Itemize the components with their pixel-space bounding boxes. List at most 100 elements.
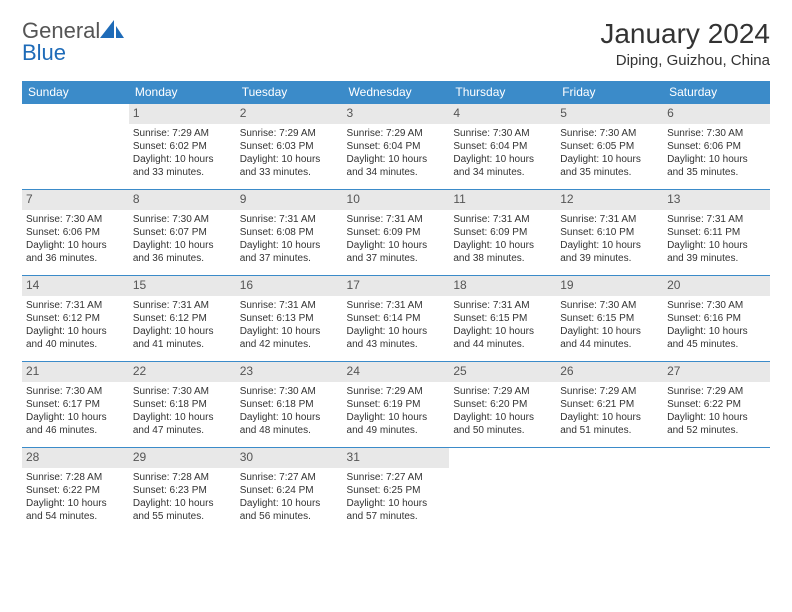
logo-text-block: General Blue [22,18,124,66]
sunset-text: Sunset: 6:02 PM [133,140,232,153]
sunrise-text: Sunrise: 7:30 AM [26,385,125,398]
weekday-header: Monday [129,81,236,104]
daylight-text: Daylight: 10 hours and 36 minutes. [133,239,232,265]
sunrise-text: Sunrise: 7:28 AM [133,471,232,484]
calendar-table: SundayMondayTuesdayWednesdayThursdayFrid… [22,81,770,534]
calendar-cell: 2Sunrise: 7:29 AMSunset: 6:03 PMDaylight… [236,104,343,190]
sunrise-text: Sunrise: 7:30 AM [133,385,232,398]
daylight-text: Daylight: 10 hours and 45 minutes. [667,325,766,351]
day-number: 27 [663,362,770,382]
calendar-cell: 30Sunrise: 7:27 AMSunset: 6:24 PMDayligh… [236,448,343,534]
day-number: 12 [556,190,663,210]
day-number [449,448,556,468]
calendar-cell: 8Sunrise: 7:30 AMSunset: 6:07 PMDaylight… [129,190,236,276]
sunset-text: Sunset: 6:17 PM [26,398,125,411]
sunrise-text: Sunrise: 7:29 AM [560,385,659,398]
logo: General Blue [22,18,124,66]
calendar-cell: 15Sunrise: 7:31 AMSunset: 6:12 PMDayligh… [129,276,236,362]
day-number: 2 [236,104,343,124]
sunrise-text: Sunrise: 7:30 AM [133,213,232,226]
day-number [556,448,663,468]
calendar-cell: 17Sunrise: 7:31 AMSunset: 6:14 PMDayligh… [343,276,450,362]
sunset-text: Sunset: 6:12 PM [26,312,125,325]
day-number: 7 [22,190,129,210]
calendar-head: SundayMondayTuesdayWednesdayThursdayFrid… [22,81,770,104]
calendar-cell [22,104,129,190]
sunrise-text: Sunrise: 7:29 AM [667,385,766,398]
day-number: 28 [22,448,129,468]
logo-sail-icon [100,20,124,38]
calendar-cell: 12 Sunrise: 7:31 AMSunset: 6:10 PMDayligh… [556,190,663,276]
calendar-cell: 6Sunrise: 7:30 AMSunset: 6:06 PMDaylight… [663,104,770,190]
sunrise-text: Sunrise: 7:31 AM [453,299,552,312]
sunrise-text: Sunrise: 7:30 AM [26,213,125,226]
weekday-header: Wednesday [343,81,450,104]
day-number: 17 [343,276,450,296]
daylight-text: Daylight: 10 hours and 36 minutes. [26,239,125,265]
sunrise-text: Sunrise: 7:29 AM [240,127,339,140]
weekday-header: Sunday [22,81,129,104]
daylight-text: Daylight: 10 hours and 40 minutes. [26,325,125,351]
daylight-text: Daylight: 10 hours and 56 minutes. [240,497,339,523]
sunset-text: Sunset: 6:03 PM [240,140,339,153]
daylight-text: Daylight: 10 hours and 49 minutes. [347,411,446,437]
sunset-text: Sunset: 6:10 PM [560,226,659,239]
daylight-text: Daylight: 10 hours and 33 minutes. [133,153,232,179]
day-number: 6 [663,104,770,124]
daylight-text: Daylight: 10 hours and 44 minutes. [453,325,552,351]
sunrise-text: Sunrise: 7:30 AM [667,299,766,312]
day-number [663,448,770,468]
sunrise-text: Sunrise: 7:31 AM [347,213,446,226]
sunrise-text: Sunrise: 7:31 AM [560,213,659,226]
daylight-text: Daylight: 10 hours and 44 minutes. [560,325,659,351]
daylight-text: Daylight: 10 hours and 47 minutes. [133,411,232,437]
calendar-cell: 22Sunrise: 7:30 AMSunset: 6:18 PMDayligh… [129,362,236,448]
weekday-header: Thursday [449,81,556,104]
header: General Blue January 2024 Diping, Guizho… [22,18,770,69]
daylight-text: Daylight: 10 hours and 42 minutes. [240,325,339,351]
calendar-week-row: 7Sunrise: 7:30 AMSunset: 6:06 PMDaylight… [22,190,770,276]
sunrise-text: Sunrise: 7:31 AM [240,213,339,226]
calendar-week-row: 28Sunrise: 7:28 AMSunset: 6:22 PMDayligh… [22,448,770,534]
day-number: 15 [129,276,236,296]
calendar-cell: 16Sunrise: 7:31 AMSunset: 6:13 PMDayligh… [236,276,343,362]
sunset-text: Sunset: 6:25 PM [347,484,446,497]
day-number: 30 [236,448,343,468]
daylight-text: Daylight: 10 hours and 50 minutes. [453,411,552,437]
day-number: 23 [236,362,343,382]
daylight-text: Daylight: 10 hours and 46 minutes. [26,411,125,437]
day-number: 5 [556,104,663,124]
day-number [22,104,129,124]
title-block: January 2024 Diping, Guizhou, China [600,18,770,69]
calendar-cell: 31Sunrise: 7:27 AMSunset: 6:25 PMDayligh… [343,448,450,534]
sunrise-text: Sunrise: 7:30 AM [453,127,552,140]
sunrise-text: Sunrise: 7:29 AM [347,385,446,398]
day-number: 3 [343,104,450,124]
sunset-text: Sunset: 6:22 PM [667,398,766,411]
daylight-text: Daylight: 10 hours and 38 minutes. [453,239,552,265]
day-number: 24 [343,362,450,382]
daylight-text: Daylight: 10 hours and 54 minutes. [26,497,125,523]
day-number: 19 [556,276,663,296]
sunrise-text: Sunrise: 7:30 AM [560,127,659,140]
sunset-text: Sunset: 6:19 PM [347,398,446,411]
daylight-text: Daylight: 10 hours and 39 minutes. [560,239,659,265]
day-number: 14 [22,276,129,296]
daylight-text: Daylight: 10 hours and 35 minutes. [560,153,659,179]
calendar-body: 1Sunrise: 7:29 AMSunset: 6:02 PMDaylight… [22,104,770,534]
calendar-cell: 28Sunrise: 7:28 AMSunset: 6:22 PMDayligh… [22,448,129,534]
calendar-cell: 11Sunrise: 7:31 AMSunset: 6:09 PMDayligh… [449,190,556,276]
day-number: 26 [556,362,663,382]
sunrise-text: Sunrise: 7:31 AM [240,299,339,312]
sunset-text: Sunset: 6:18 PM [240,398,339,411]
day-number: 1 [129,104,236,124]
sunset-text: Sunset: 6:05 PM [560,140,659,153]
weekday-header: Friday [556,81,663,104]
month-title: January 2024 [600,18,770,50]
day-number: 31 [343,448,450,468]
sunrise-text: Sunrise: 7:31 AM [133,299,232,312]
day-number: 22 [129,362,236,382]
day-number: 11 [449,190,556,210]
sunset-text: Sunset: 6:07 PM [133,226,232,239]
sunrise-text: Sunrise: 7:27 AM [347,471,446,484]
